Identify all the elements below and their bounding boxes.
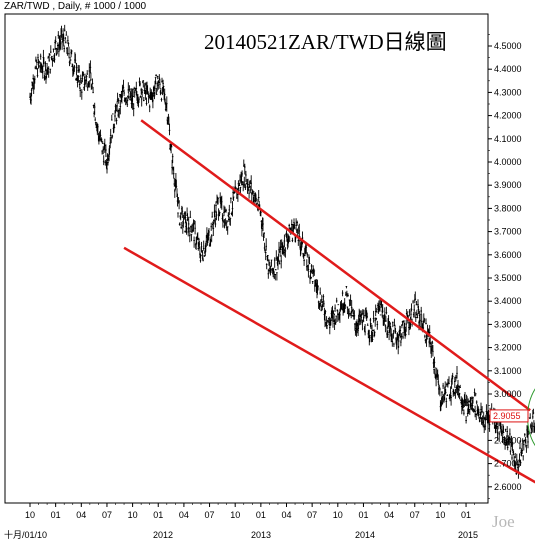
x-year-label: 2012 bbox=[153, 530, 173, 540]
chart-header: ZAR/TWD , Daily, # 1000 / 1000 bbox=[4, 1, 147, 12]
y-tick-label: 2.6000 bbox=[494, 482, 522, 492]
watermark: Joe bbox=[492, 512, 515, 531]
y-tick-label: 3.0000 bbox=[494, 389, 522, 399]
y-tick-label: 4.2000 bbox=[494, 111, 522, 121]
x-tick-label: 07 bbox=[205, 510, 215, 520]
x-tick-label: 07 bbox=[102, 510, 112, 520]
current-value-label: 2.9055 bbox=[493, 411, 521, 421]
y-tick-label: 3.2000 bbox=[494, 343, 522, 353]
x-tick-label: 04 bbox=[76, 510, 86, 520]
y-tick-label: 3.7000 bbox=[494, 227, 522, 237]
x-tick-label: 01 bbox=[51, 510, 61, 520]
y-tick-label: 4.3000 bbox=[494, 87, 522, 97]
y-tick-label: 3.4000 bbox=[494, 296, 522, 306]
y-tick-label: 4.5000 bbox=[494, 41, 522, 51]
x-tick-label: 01 bbox=[461, 510, 471, 520]
x-tick-label: 10 bbox=[230, 510, 240, 520]
x-tick-label: 01 bbox=[358, 510, 368, 520]
upper-channel-line bbox=[140, 119, 531, 412]
plot-area bbox=[4, 13, 489, 504]
y-tick-label: 3.5000 bbox=[494, 273, 522, 283]
y-tick-label: 4.0000 bbox=[494, 157, 522, 167]
y-tick-label: 3.3000 bbox=[494, 319, 522, 329]
x-tick-label: 01 bbox=[153, 510, 163, 520]
x-year-label: 2013 bbox=[251, 530, 271, 540]
x-tick-label: 04 bbox=[281, 510, 291, 520]
chart-title: 20140521ZAR/TWD日線圖 bbox=[204, 30, 447, 54]
x-tick-label: 10 bbox=[25, 510, 35, 520]
y-tick-label: 4.1000 bbox=[494, 134, 522, 144]
y-tick-label: 2.7000 bbox=[494, 459, 522, 469]
x-tick-label: 04 bbox=[384, 510, 394, 520]
y-tick-label: 3.6000 bbox=[494, 250, 522, 260]
y-tick-label: 3.1000 bbox=[494, 366, 522, 376]
x-tick-label: 10 bbox=[435, 510, 445, 520]
x-tick-label: 10 bbox=[128, 510, 138, 520]
y-tick-label: 2.8000 bbox=[494, 435, 522, 445]
y-tick-label: 4.4000 bbox=[494, 64, 522, 74]
x-year-label: 2014 bbox=[355, 530, 375, 540]
current-value-box bbox=[489, 409, 529, 423]
x-tick-label: 07 bbox=[410, 510, 420, 520]
x-tick-label: 01 bbox=[256, 510, 266, 520]
lower-channel-line bbox=[123, 246, 535, 484]
x-tick-label: 07 bbox=[307, 510, 317, 520]
y-tick-label: 3.8000 bbox=[494, 203, 522, 213]
x-tick-label: 04 bbox=[179, 510, 189, 520]
y-tick-label: 3.9000 bbox=[494, 180, 522, 190]
highlight-circle bbox=[527, 388, 535, 447]
x-year-label: 2015 bbox=[458, 530, 478, 540]
x-tick-label: 10 bbox=[333, 510, 343, 520]
x-year-label: 十月/01/10 bbox=[4, 529, 47, 540]
